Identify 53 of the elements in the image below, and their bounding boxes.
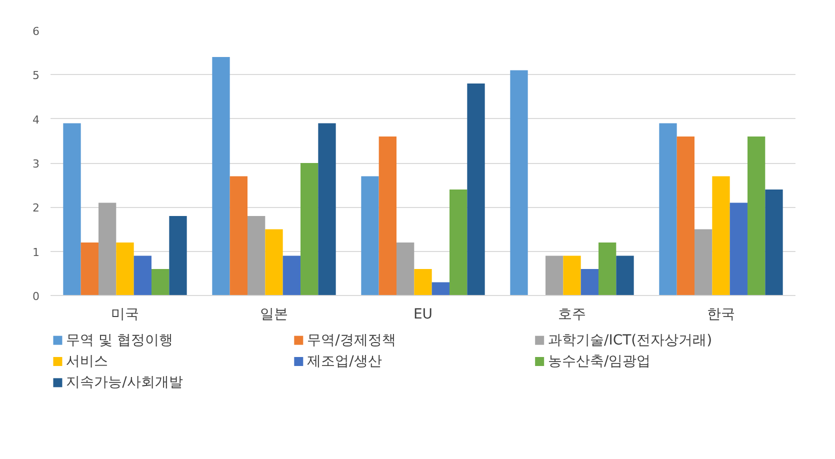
bar <box>265 229 283 296</box>
x-tick-label: 호주 <box>558 306 586 322</box>
bar <box>414 269 432 296</box>
bar <box>98 202 116 296</box>
bar <box>563 256 581 296</box>
x-tick-label: 일본 <box>260 306 288 322</box>
y-tick-label: 0 <box>32 290 40 303</box>
bar <box>676 136 694 296</box>
y-tick-label: 3 <box>32 158 40 170</box>
bar <box>152 269 170 296</box>
legend-label: 지속가능/사회개발 <box>66 374 183 391</box>
bar <box>510 70 528 296</box>
bar <box>432 282 450 296</box>
bar <box>230 176 248 296</box>
bar <box>546 256 564 296</box>
bar <box>212 57 230 296</box>
y-tick-label: 1 <box>32 246 40 259</box>
bar <box>134 256 152 296</box>
x-tick-label: 미국 <box>111 306 139 322</box>
bar <box>659 123 677 296</box>
bar <box>80 242 98 296</box>
bar <box>694 229 712 296</box>
bar <box>378 136 396 296</box>
bar <box>248 216 266 296</box>
bar <box>730 202 748 296</box>
y-tick-label: 6 <box>32 25 40 38</box>
legend-label: 서비스 <box>66 354 108 370</box>
bar <box>169 216 187 296</box>
bar <box>467 84 485 296</box>
bar <box>282 256 300 296</box>
bar <box>748 136 766 296</box>
legend-label: 농수산축/임광업 <box>548 354 651 370</box>
bar <box>361 176 379 296</box>
bar <box>318 123 336 296</box>
y-tick-label: 2 <box>32 202 40 215</box>
x-tick-label: EU <box>413 306 433 322</box>
y-tick-label: 5 <box>32 69 40 82</box>
bar <box>712 176 730 296</box>
x-tick-label: 한국 <box>707 306 735 322</box>
bar <box>396 242 414 296</box>
legend-label: 무역 및 협정이행 <box>66 332 174 348</box>
legend-label: 제조업/생산 <box>307 354 382 370</box>
bar <box>63 123 81 296</box>
bar <box>765 190 783 296</box>
y-tick-label: 4 <box>32 113 40 126</box>
bar <box>598 242 616 296</box>
bar <box>616 256 634 296</box>
bar <box>580 269 598 296</box>
bar <box>300 163 318 296</box>
legend-label: 무역/경제정책 <box>307 332 396 348</box>
bar <box>450 190 468 296</box>
bar <box>116 242 134 296</box>
legend-label: 과학기술/ICT(전자상거래) <box>548 332 712 348</box>
